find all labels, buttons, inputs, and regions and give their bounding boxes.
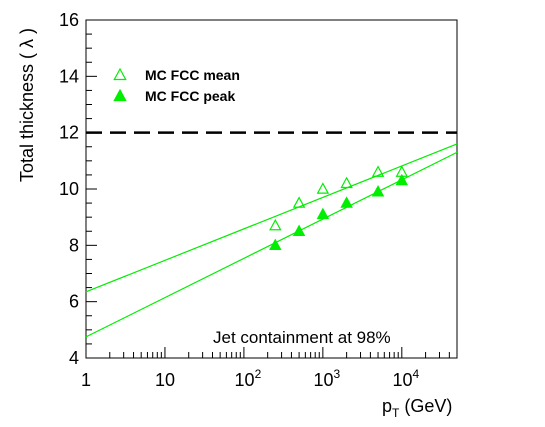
x-tick-label-base: 10 bbox=[235, 370, 255, 390]
x-axis-ticks bbox=[85, 347, 458, 358]
x-tick-label-exponent: 4 bbox=[412, 367, 419, 381]
y-axis-title: Total thickness ( λ ) bbox=[17, 28, 37, 182]
x-tick-label-exponent: 3 bbox=[334, 367, 341, 381]
x-axis-title-sub: T bbox=[392, 406, 400, 420]
y-tick-label: 4 bbox=[69, 348, 79, 368]
y-tick-label: 12 bbox=[59, 123, 79, 143]
y-axis-ticks bbox=[86, 19, 97, 359]
legend-label-peak: MC FCC peak bbox=[145, 88, 235, 104]
x-tick-label-base: 10 bbox=[155, 370, 175, 390]
marker-peak bbox=[269, 238, 282, 251]
legend-marker-mean bbox=[113, 67, 127, 81]
fit-line-0 bbox=[85, 143, 458, 293]
y-axis-tick-labels: 4 6 8 10 12 14 16 bbox=[59, 10, 79, 368]
x-tick-label-base: 10 bbox=[314, 370, 334, 390]
x-tick-label-exponent: 2 bbox=[255, 367, 262, 381]
y-tick-label: 14 bbox=[59, 66, 79, 86]
marker-mean bbox=[316, 182, 330, 194]
data-markers bbox=[269, 165, 409, 251]
marker-mean bbox=[371, 165, 385, 177]
x-axis-title: pT (GeV) bbox=[382, 396, 452, 420]
fit-line-1 bbox=[85, 151, 458, 338]
y-tick-label: 8 bbox=[69, 235, 79, 255]
plot-frame bbox=[85, 19, 458, 359]
marker-peak bbox=[371, 185, 385, 197]
y-tick-label: 10 bbox=[59, 179, 79, 199]
marker-peak bbox=[340, 196, 353, 208]
marker-mean bbox=[269, 218, 282, 231]
x-tick-label: 104 bbox=[392, 367, 419, 390]
y-tick-label: 16 bbox=[59, 10, 79, 30]
x-axis-title-main: p bbox=[382, 396, 392, 416]
x-tick-label: 102 bbox=[235, 367, 262, 390]
fit-lines bbox=[85, 143, 458, 338]
y-tick-label: 6 bbox=[69, 292, 79, 312]
marker-peak bbox=[316, 207, 330, 220]
x-tick-label-base: 1 bbox=[81, 370, 91, 390]
annotation-text: Jet containment at 98% bbox=[213, 328, 391, 347]
legend: MC FCC mean MC FCC peak bbox=[113, 67, 240, 104]
x-axis-tick-labels: 1 10 102 103 104 bbox=[81, 367, 419, 390]
x-tick-label: 103 bbox=[314, 367, 341, 390]
x-axis-title-rest: (GeV) bbox=[399, 396, 452, 416]
x-tick-label: 1 bbox=[81, 370, 91, 390]
x-tick-label-base: 10 bbox=[392, 370, 412, 390]
marker-peak bbox=[395, 173, 409, 186]
marker-mean bbox=[340, 176, 353, 189]
x-tick-label: 10 bbox=[155, 370, 175, 390]
legend-label-mean: MC FCC mean bbox=[145, 67, 240, 83]
marker-peak bbox=[292, 224, 306, 236]
legend-marker-peak bbox=[113, 88, 127, 102]
marker-mean bbox=[292, 196, 306, 208]
